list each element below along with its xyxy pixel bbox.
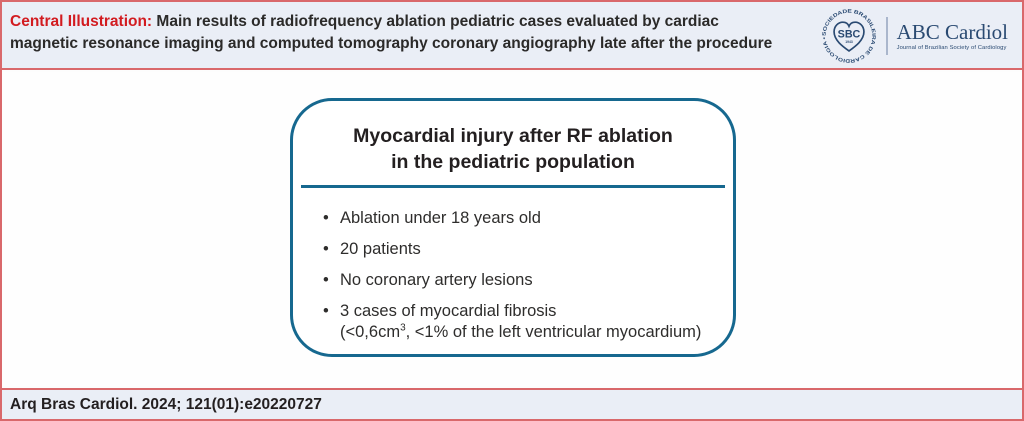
list-item-detail: (<0,6cm3, <1% of the left ventricular my… [340, 322, 702, 341]
card-title-line1: Myocardial injury after RF ablation [353, 125, 673, 147]
sbc-seal-icon: SOCIEDADE BRASILEIRA DE CARDIOLOGIA • SB… [822, 9, 877, 64]
card-title-line2: in the pediatric population [391, 151, 635, 173]
list-item: No coronary artery lesions [323, 270, 733, 291]
caption-text-line1: Main results of radiofrequency ablation … [152, 13, 719, 30]
list-item-text: 20 patients [340, 239, 421, 258]
card-title: Myocardial injury after RF ablation in t… [293, 123, 733, 175]
journal-subtitle: Journal of Brazilian Society of Cardiolo… [896, 45, 1007, 51]
list-item: 20 patients [323, 239, 733, 260]
header-band: Central Illustration: Main results of ra… [2, 2, 1022, 70]
logo-divider [886, 17, 888, 55]
caption-text-line2: magnetic resonance imaging and computed … [10, 34, 773, 52]
figure-caption: Central Illustration: Main results of ra… [10, 11, 845, 54]
list-item: 3 cases of myocardial fibrosis (<0,6cm3,… [323, 301, 733, 343]
findings-list: Ablation under 18 years old 20 patients … [323, 208, 733, 343]
journal-wordmark: ABC Cardiol Journal of Brazilian Society… [897, 21, 1008, 51]
title-underline [301, 185, 725, 188]
citation: Arq Bras Cardiol. 2024; 121(01):e2022072… [10, 395, 322, 413]
heart-outline-icon [833, 21, 865, 52]
list-item-text: Ablation under 18 years old [340, 208, 541, 227]
list-item-text: 3 cases of myocardial fibrosis [340, 301, 557, 320]
caption-label: Central Illustration: [10, 13, 153, 30]
summary-card: Myocardial injury after RF ablation in t… [290, 98, 736, 357]
list-item-text: No coronary artery lesions [340, 270, 533, 289]
journal-name: ABC Cardiol [896, 20, 1008, 44]
sbc-acronym: SBC [838, 28, 861, 40]
list-item: Ablation under 18 years old [323, 208, 733, 229]
footer-band: Arq Bras Cardiol. 2024; 121(01):e2022072… [2, 388, 1022, 419]
publisher-logo: SOCIEDADE BRASILEIRA DE CARDIOLOGIA • SB… [821, 8, 1008, 64]
main-area: Myocardial injury after RF ablation in t… [2, 72, 1022, 386]
sbc-year: 1943 [845, 40, 853, 44]
